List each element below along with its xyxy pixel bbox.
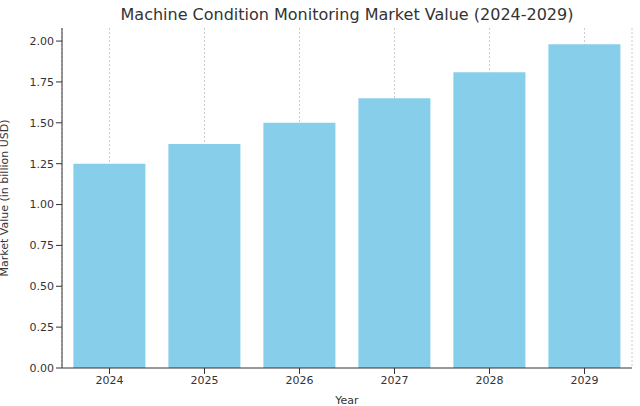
svg-text:2026: 2026	[286, 374, 314, 387]
svg-text:2028: 2028	[476, 374, 504, 387]
svg-text:Year: Year	[334, 394, 359, 406]
html-text:Machine Condition Monitoring M: Machine Condition Monitoring Market Valu…	[120, 5, 574, 24]
svg-text:1.75: 1.75	[30, 76, 55, 89]
svg-text:2024: 2024	[96, 374, 124, 387]
svg-text:0.75: 0.75	[30, 239, 55, 252]
svg-text:0.50: 0.50	[30, 280, 55, 293]
svg-text:2.00: 2.00	[30, 35, 55, 48]
svg-text:Market Value (in billion USD): Market Value (in billion USD)	[8, 119, 11, 276]
svg-text:1.00: 1.00	[30, 198, 55, 211]
svg-text:0.00: 0.00	[30, 362, 55, 375]
svg-text:1.25: 1.25	[30, 158, 55, 171]
svg-text:0.25: 0.25	[30, 321, 55, 334]
svg-text:2029: 2029	[571, 374, 599, 387]
svg-text:2027: 2027	[381, 374, 409, 387]
svg-text:2025: 2025	[191, 374, 219, 387]
svg-text:1.50: 1.50	[30, 117, 55, 130]
